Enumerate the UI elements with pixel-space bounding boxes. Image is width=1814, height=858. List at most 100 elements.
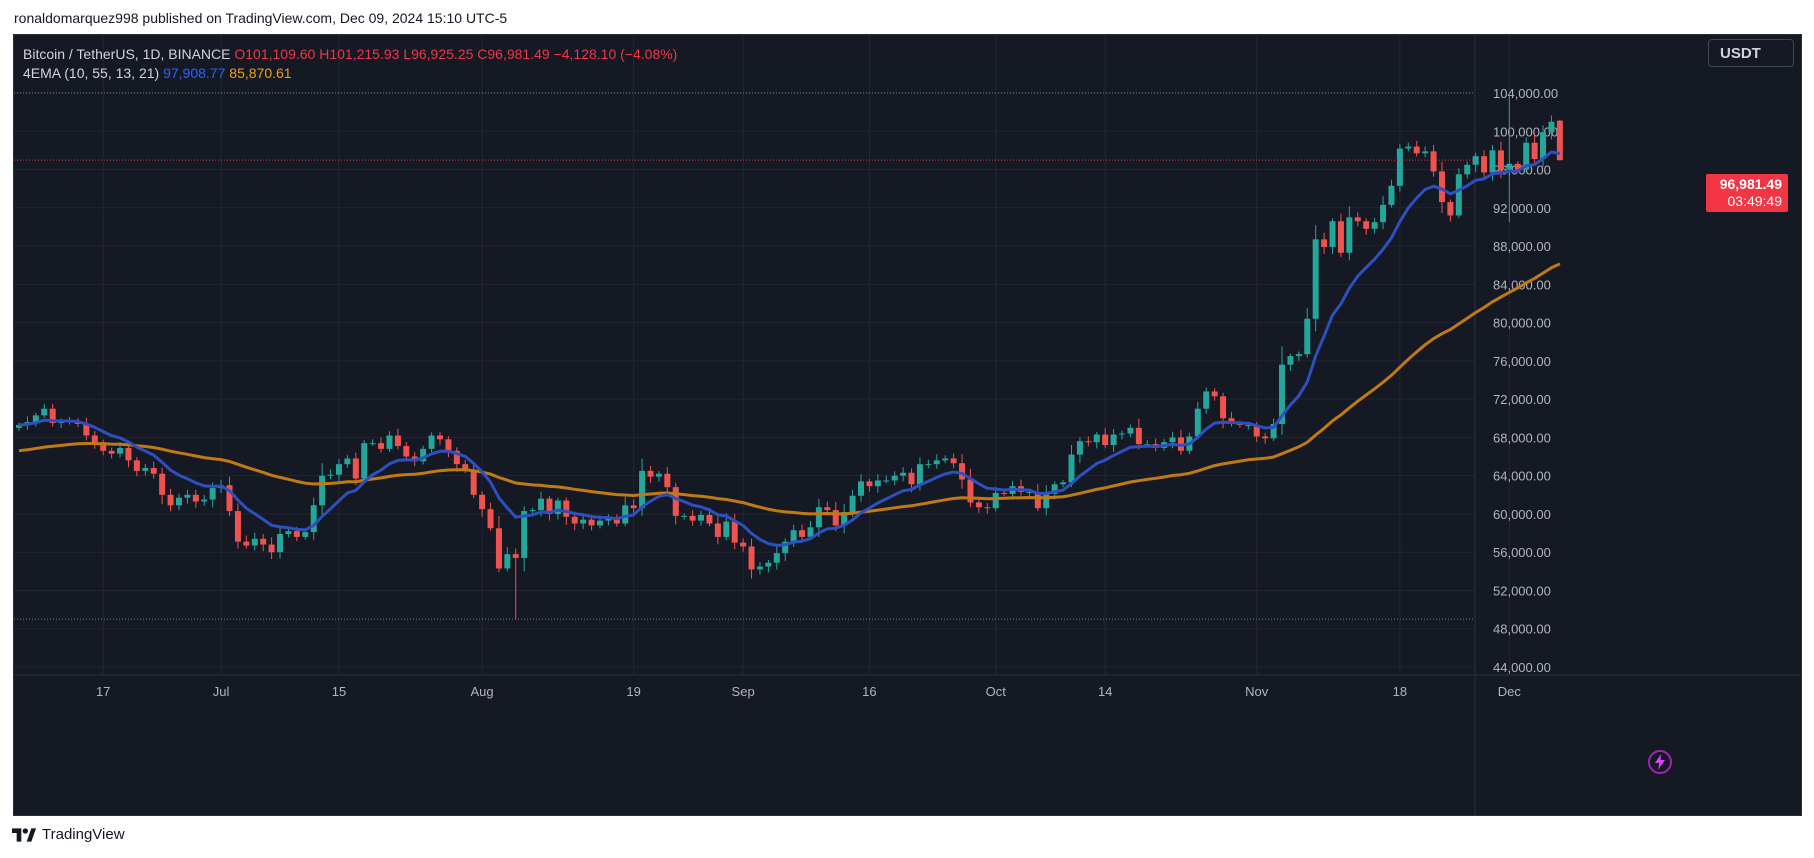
candle-body xyxy=(841,512,848,526)
candle-body xyxy=(1405,146,1412,149)
candle-body xyxy=(251,538,258,546)
candle-body xyxy=(445,439,452,451)
candle-body xyxy=(916,464,923,485)
candle-body xyxy=(175,497,182,506)
candle-body xyxy=(1354,217,1361,222)
indicator-label[interactable]: 4EMA (10, 55, 13, 21) xyxy=(23,65,160,81)
tradingview-logo-icon[interactable] xyxy=(12,827,36,842)
y-tick-label: 80,000.00 xyxy=(1493,316,1551,331)
candle-body xyxy=(108,450,115,454)
candle-body xyxy=(1043,493,1050,509)
candle-body xyxy=(310,505,317,533)
candle-body xyxy=(622,505,629,524)
candle-body xyxy=(975,502,982,508)
candle-body xyxy=(756,566,763,570)
candle-body xyxy=(790,530,797,542)
currency-selector[interactable]: USDT xyxy=(1708,39,1794,67)
x-tick-label: Jul xyxy=(213,684,230,699)
candle-body xyxy=(420,448,427,462)
footer-brand: TradingView xyxy=(42,826,125,843)
candle-body xyxy=(613,518,620,524)
candle-body xyxy=(1236,424,1243,426)
candle-body xyxy=(571,516,578,524)
lightning-icon[interactable] xyxy=(1647,749,1673,775)
candle-body xyxy=(1438,171,1445,203)
x-tick-label: Sep xyxy=(732,684,755,699)
candle-body xyxy=(740,542,747,547)
candle-body xyxy=(1295,354,1302,357)
candle-body xyxy=(150,468,157,474)
y-tick-label: 104,000.00 xyxy=(1493,86,1558,101)
candle-body xyxy=(495,528,502,569)
candle-body xyxy=(1346,217,1353,253)
candle-body xyxy=(142,468,149,471)
candle-body xyxy=(117,447,124,454)
candle-body xyxy=(1523,142,1530,170)
candle-body xyxy=(1481,156,1488,173)
candle-body xyxy=(1548,121,1555,133)
candle-body xyxy=(799,530,806,537)
candle-body xyxy=(1026,491,1033,493)
candle-body xyxy=(605,518,612,521)
candle-body xyxy=(1321,239,1328,248)
candle-body xyxy=(260,538,267,545)
y-tick-label: 44,000.00 xyxy=(1493,660,1551,675)
candle-body xyxy=(403,446,410,457)
y-tick-label: 68,000.00 xyxy=(1493,430,1551,445)
symbol-label[interactable]: Bitcoin / TetherUS, 1D, BINANCE xyxy=(23,46,231,62)
candle-body xyxy=(1076,441,1083,455)
candle-body xyxy=(1253,424,1260,437)
candle-body xyxy=(647,470,654,477)
candle-body xyxy=(428,435,435,449)
candle-body xyxy=(1514,163,1521,170)
candle-body xyxy=(1034,491,1041,509)
candle-body xyxy=(209,488,216,500)
candle-body xyxy=(167,494,174,506)
candle-body xyxy=(91,435,98,443)
last-price-value: 96,981.49 xyxy=(1719,176,1782,192)
candle-body xyxy=(1110,434,1117,446)
candle-body xyxy=(1464,164,1471,175)
y-tick-label: 72,000.00 xyxy=(1493,392,1551,407)
candle-body xyxy=(563,500,570,517)
candle-body xyxy=(133,460,140,471)
candle-body xyxy=(361,443,368,479)
candle-body xyxy=(849,495,856,513)
candle-body xyxy=(672,487,679,516)
candle-body xyxy=(378,443,385,449)
candle-body xyxy=(1506,163,1513,170)
candle-body xyxy=(546,498,553,514)
candle-body xyxy=(1245,424,1252,426)
candle-body xyxy=(1220,396,1227,419)
y-tick-label: 52,000.00 xyxy=(1493,583,1551,598)
candle-body xyxy=(1531,142,1538,160)
candle-body xyxy=(285,531,292,535)
candle-body xyxy=(824,507,831,511)
candle-body xyxy=(1001,492,1008,494)
candle-body xyxy=(243,541,250,546)
candle-body xyxy=(1304,318,1311,355)
chart-panel[interactable]: 104,000.00 100,000.00 96,000.00 92,000.00 88… xyxy=(13,34,1802,816)
candle-body xyxy=(655,473,662,477)
candle-body xyxy=(1556,120,1563,161)
candle-body xyxy=(512,554,519,558)
candle-body xyxy=(479,494,486,510)
x-tick-label: 15 xyxy=(332,684,346,699)
last-price-label: 96,981.49 03:49:49 xyxy=(1706,174,1788,212)
y-tick-label: 88,000.00 xyxy=(1493,239,1551,254)
candle-body xyxy=(1380,204,1387,223)
candle-body xyxy=(1472,156,1479,165)
low-value: L96,925.25 xyxy=(403,46,474,62)
candle-body xyxy=(1455,174,1462,216)
x-tick-label: 19 xyxy=(626,684,640,699)
x-tick-label: Oct xyxy=(986,684,1007,699)
publisher-note: ronaldomarquez998 published on TradingVi… xyxy=(14,10,508,26)
close-value: C96,981.49 xyxy=(477,46,550,62)
candle-body xyxy=(959,463,966,480)
candle-body xyxy=(1396,148,1403,186)
candle-body xyxy=(16,424,22,428)
footer: TradingView xyxy=(12,826,125,843)
candle-body xyxy=(49,408,56,424)
y-tick-label: 100,000.00 xyxy=(1493,124,1558,139)
candlestick-chart[interactable]: 104,000.00100,000.0096,000.0092,000.0088… xyxy=(14,35,1801,815)
